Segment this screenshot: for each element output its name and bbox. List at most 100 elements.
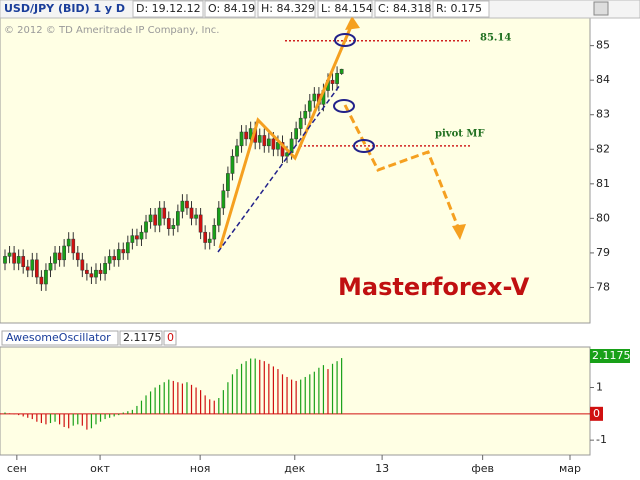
candle-body [144,221,148,233]
candle-body [21,256,26,267]
info-box [204,0,256,18]
watermark: Masterforex-V [338,273,530,301]
candle-body [280,142,285,157]
candle-body [89,273,94,278]
level-label: 85.14 [480,32,511,43]
y-tick-label: 79 [596,246,610,259]
candle-body [98,269,103,274]
candle-body [312,93,317,102]
candle-body [171,225,176,229]
candle-body [294,128,298,140]
candle-body [85,269,89,274]
candle-body [239,131,244,147]
copyright: © 2012 © TD Ameritrade IP Company, Inc. [4,25,220,36]
candle-body [189,207,194,219]
candle-body [57,252,62,261]
candle-body [307,100,312,112]
candle-body [271,138,276,150]
info-field: R: 0.175 [436,2,482,15]
orange-wave [218,23,354,249]
x-tick-label: фев [471,462,494,475]
trend-line [217,84,341,253]
indicator-box [1,330,119,346]
candle-body [7,252,12,257]
candle-body [48,263,53,271]
candle-body [71,238,76,254]
candle-body [203,231,208,243]
candle-body [226,173,230,191]
candle-body [194,214,198,219]
candle-body [107,256,112,264]
annotations [217,16,466,253]
y-tick-label: 82 [596,142,610,155]
info-box [432,0,490,18]
candle-body [257,135,262,143]
oscillator-panel [0,346,591,456]
info-field: D: 19.12.12 [136,2,201,15]
candle-body [130,235,135,243]
candle-body [285,152,289,157]
info-field: H: 84.329 [261,2,315,15]
y-tick-label: 84 [596,73,610,86]
candle-body [12,252,16,264]
indicator-param: 0 [167,331,174,344]
candle-body [262,135,267,147]
arrow-head [345,16,360,30]
candle-body [235,145,239,157]
x-tick-label: сен [7,462,27,475]
candle-body [166,218,171,229]
info-box [317,0,373,18]
candle-body [135,235,139,240]
last-value: 2.1175 [592,349,631,362]
candle-body [44,269,48,285]
candle-body [298,117,303,129]
x-tick-label: дек [284,462,305,475]
candle-body [62,245,66,261]
info-box [374,0,431,18]
y-tick-label: 78 [596,280,610,293]
candle-body [198,214,203,233]
candle-body [66,238,71,247]
candle-body [103,263,107,274]
info-box [257,0,316,18]
y-tick-label: 83 [596,108,610,121]
candle-body [153,214,157,226]
candle-body [94,269,98,278]
y-tick-label: 85 [596,39,610,52]
candle-body [221,190,226,209]
candle-body [30,259,35,271]
candle-body [244,131,248,140]
x-tick-label: окт [90,462,110,475]
candle-body [125,242,130,254]
x-tick-label: мар [559,462,581,475]
candle-body [3,256,7,264]
candle-body [230,155,235,174]
indicator-value: 2.1175 [123,331,162,344]
candle-body [139,231,144,240]
candle-body [330,79,335,84]
y-tick-label: 81 [596,177,610,190]
indicator-name: AwesomeOscillator [6,331,111,344]
candle-body [289,138,294,153]
candle-body [185,200,189,209]
candle-body [16,256,21,264]
window-icon[interactable] [593,1,609,16]
candle-body [180,200,185,212]
ellipse [333,99,355,113]
candle-body [25,266,30,271]
candle-body [148,214,153,223]
candle-body [39,276,44,285]
candle-body [112,256,117,261]
candle-body [212,225,217,240]
info-box [132,0,204,18]
indicator-box [119,330,163,346]
y-tick-label: 1 [596,380,603,393]
level-label: pivot MF [435,128,485,139]
info-field: L: 84.154 [321,2,373,15]
candle-body [207,238,212,243]
y-tick-label: 0 [593,407,600,420]
candle-body [80,259,85,271]
zero-box [590,406,603,421]
candle-body [116,249,121,261]
y-tick-label: -1 [596,433,607,446]
